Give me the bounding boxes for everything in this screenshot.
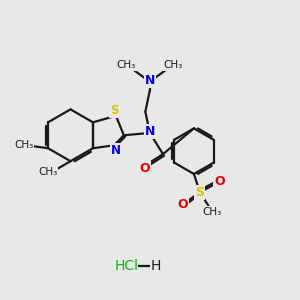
- Text: CH₃: CH₃: [14, 140, 34, 150]
- Text: CH₃: CH₃: [38, 167, 57, 177]
- Text: CH₃: CH₃: [164, 60, 183, 70]
- Text: O: O: [177, 198, 188, 211]
- Text: CH₃: CH₃: [202, 207, 221, 217]
- Text: HCl: HCl: [114, 259, 138, 273]
- Text: N: N: [111, 144, 121, 157]
- Text: S: S: [195, 186, 204, 199]
- Text: H: H: [151, 259, 161, 273]
- Text: S: S: [110, 104, 119, 117]
- Text: O: O: [139, 162, 150, 175]
- Text: CH₃: CH₃: [117, 60, 136, 70]
- Text: N: N: [145, 74, 155, 87]
- Text: O: O: [214, 175, 225, 188]
- Text: N: N: [145, 125, 155, 138]
